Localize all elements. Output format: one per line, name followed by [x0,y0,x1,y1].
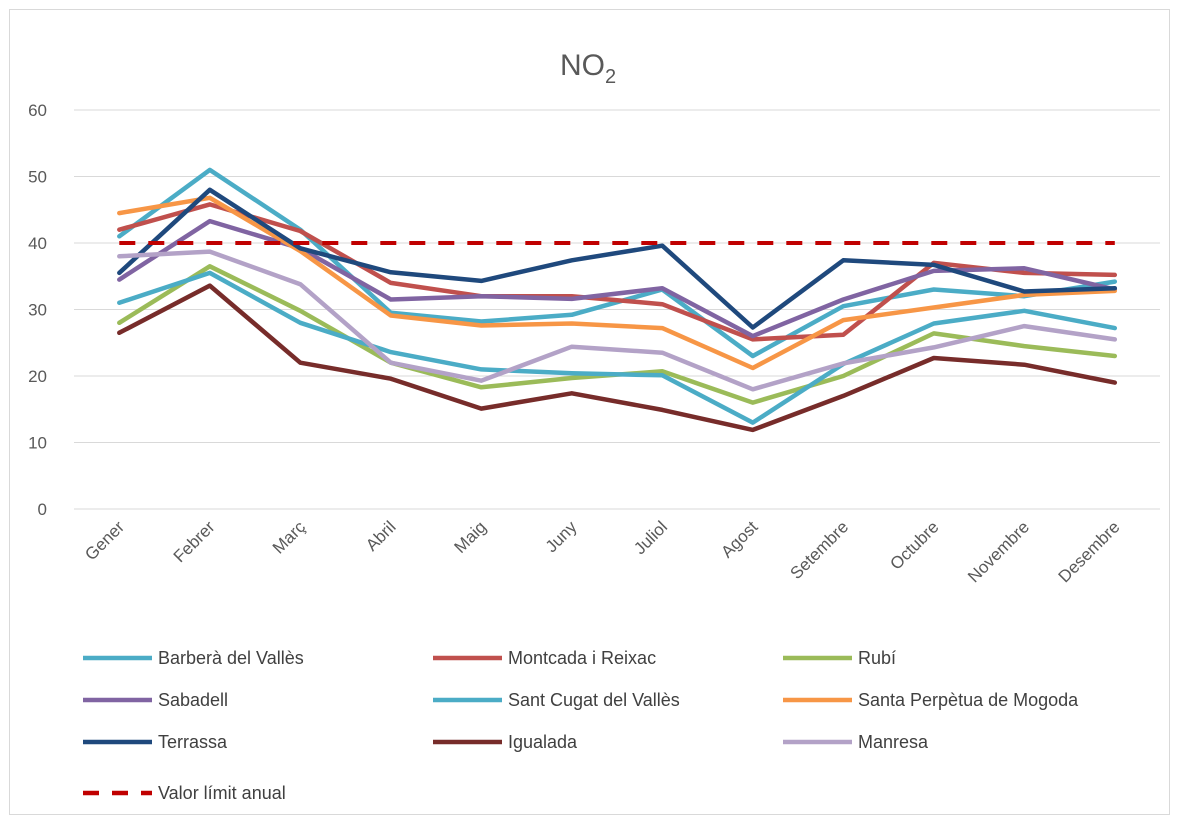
x-tick-label: Maig [451,517,490,556]
legend: Barberà del Vallès Montcada i Reixac Rubí S… [83,648,1079,803]
x-tick-label: Febrer [170,517,219,566]
x-tick-label: Juliol [630,517,671,558]
legend-item: Rubí [783,648,896,668]
y-tick-label: 30 [28,301,47,320]
legend-label: Sant Cugat del Vallès [508,690,680,710]
legend-item: Terrassa [83,732,228,752]
chart-title-subscript: 2 [605,66,616,88]
series-line [117,202,1118,342]
series-line [117,270,1118,425]
series-line [117,167,1118,359]
y-tick-label: 10 [28,434,47,453]
chart-area [9,9,1170,815]
x-axis-tick-labels: Gener Febrer Març Abril Maig Juny Juliol Agost S… [81,517,1123,586]
y-tick-label: 40 [28,234,47,253]
y-axis-tick-labels: 0 10 20 30 40 50 60 [28,101,47,519]
legend-label: Terrassa [158,732,228,752]
legend-label: Rubí [858,648,896,668]
series-line [117,283,1118,433]
legend-label: Sabadell [158,690,228,710]
legend-item: Sabadell [83,690,228,710]
series-line [117,187,1118,330]
x-tick-label: Setembre [787,517,853,583]
legend-item: Santa Perpètua de Mogoda [783,690,1079,710]
legend-label: Santa Perpètua de Mogoda [858,690,1079,710]
y-tick-label: 50 [28,168,47,187]
y-tick-label: 20 [28,367,47,386]
y-tick-label: 0 [38,500,47,519]
legend-item: Igualada [433,732,578,752]
x-tick-label: Març [269,517,310,558]
series-line [117,195,1118,371]
x-tick-label: Juny [542,517,581,556]
legend-label: Montcada i Reixac [508,648,656,668]
x-tick-label: Gener [81,517,128,564]
x-tick-label: Novembre [964,517,1033,586]
legend-item: Manresa [783,732,929,752]
x-tick-label: Agost [717,517,761,561]
series-lines [117,167,1118,433]
legend-label: Igualada [508,732,578,752]
x-tick-label: Abril [362,517,399,554]
legend-item: Sant Cugat del Vallès [433,690,680,710]
x-tick-label: Desembre [1055,517,1124,586]
legend-label: Valor límit anual [158,783,286,803]
legend-label: Barberà del Vallès [158,648,304,668]
chart-title-main: NO [560,49,605,82]
legend-label: Manresa [858,732,929,752]
x-tick-label: Octubre [886,517,942,573]
chart-title: NO2 [560,49,616,88]
legend-item: Montcada i Reixac [433,648,656,668]
series-line [117,249,1118,392]
legend-item: Valor límit anual [83,783,286,803]
y-tick-label: 60 [28,101,47,120]
legend-item: Barberà del Vallès [83,648,304,668]
